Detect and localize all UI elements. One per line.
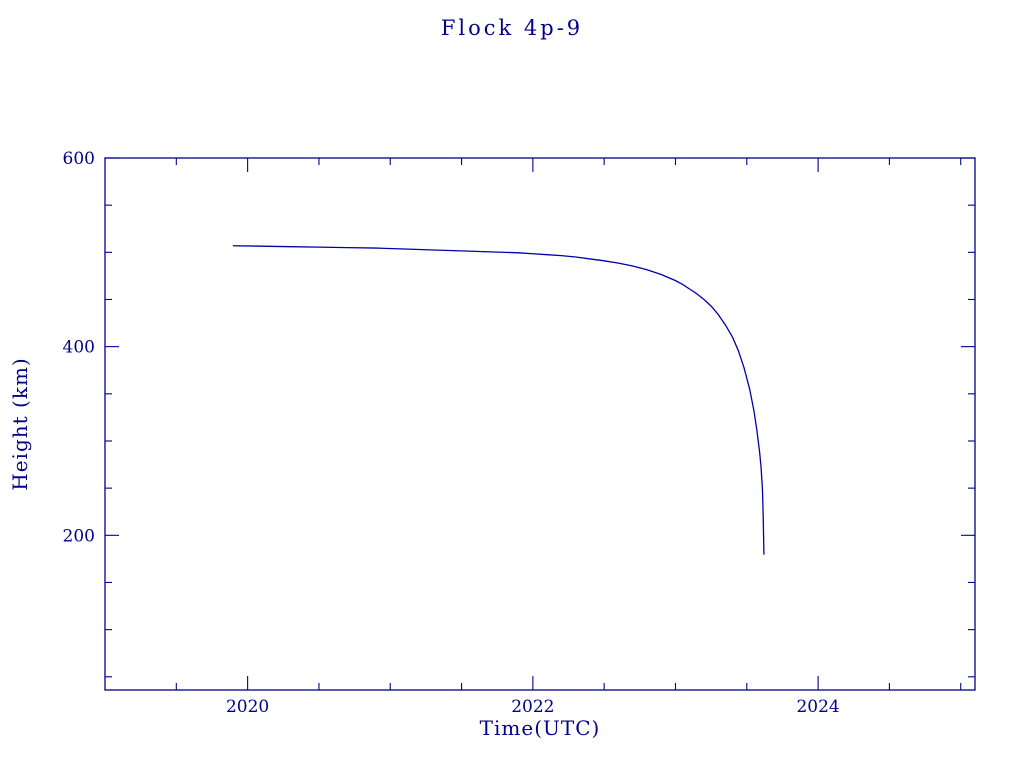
x-tick-label: 2020 bbox=[226, 697, 269, 717]
x-axis-label: Time(UTC) bbox=[479, 716, 601, 740]
x-tick-label: 2022 bbox=[511, 697, 554, 717]
chart-title: Flock 4p-9 bbox=[440, 16, 584, 40]
y-tick-label: 400 bbox=[63, 338, 95, 358]
data-line-height-km bbox=[232, 245, 765, 555]
y-tick-label: 600 bbox=[63, 149, 95, 169]
x-tick-label: 2024 bbox=[796, 697, 839, 717]
y-tick-label: 200 bbox=[63, 526, 95, 546]
plot-frame bbox=[104, 157, 976, 691]
